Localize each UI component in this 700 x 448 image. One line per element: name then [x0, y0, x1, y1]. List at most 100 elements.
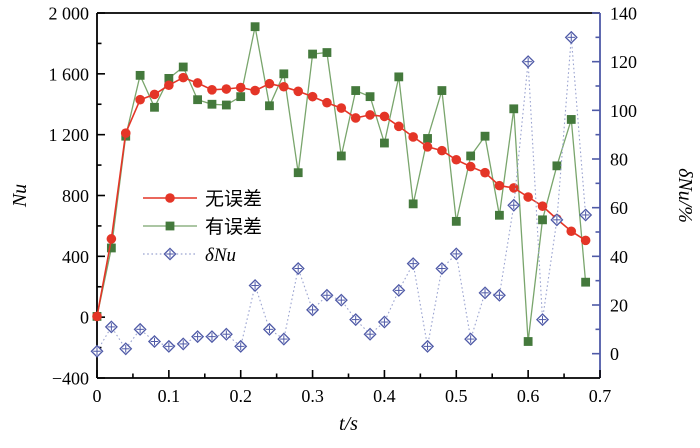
data-point-marker: [250, 22, 260, 32]
data-point-marker: [221, 100, 231, 110]
x-axis: 0 0.1 0.2 0.3 0.4 0.5 0.6 0.7 t/s: [93, 370, 611, 435]
data-point-marker: [351, 86, 361, 95]
data-point-marker: [279, 69, 289, 79]
data-point-marker: [149, 89, 160, 100]
data-point-marker: [579, 208, 593, 222]
y-right-axis: 0 20 40 60 80 100 120 140 δNu/%: [592, 4, 696, 364]
y-left-tick-label: 1 600: [49, 64, 90, 84]
data-point-marker: [566, 226, 577, 237]
data-point-marker: [480, 131, 490, 141]
data-point-marker: [291, 261, 305, 276]
data-point-marker: [478, 286, 492, 300]
data-point-marker: [552, 161, 562, 171]
data-point-marker: [394, 72, 404, 82]
data-point-marker: [320, 288, 334, 302]
data-point-marker: [150, 102, 159, 112]
data-point-marker: [464, 332, 478, 346]
data-point-marker: [192, 78, 203, 88]
data-point-marker: [508, 183, 519, 193]
data-point-marker: [521, 55, 535, 69]
data-point-marker: [334, 293, 348, 307]
y-right-tick-label: 60: [610, 198, 628, 218]
data-point-marker: [421, 339, 435, 353]
y-left-tick-label: 1 200: [49, 125, 90, 145]
data-point-marker: [537, 201, 548, 211]
data-point-marker: [293, 168, 303, 178]
y-left-tick-label: 0: [80, 308, 89, 328]
y-right-tick-label: 140: [610, 4, 637, 24]
series-delta-nu: [90, 30, 593, 358]
data-point-marker: [207, 99, 217, 109]
x-tick-label: 0.4: [373, 386, 396, 406]
legend-item-no-error: 无误差: [143, 188, 262, 210]
data-point-marker: [422, 142, 433, 152]
data-point-marker: [178, 72, 189, 83]
data-point-marker: [365, 110, 375, 120]
data-point-marker: [176, 337, 190, 351]
data-point-marker: [564, 30, 578, 44]
data-point-marker: [492, 288, 506, 302]
data-point-marker: [120, 128, 131, 138]
x-tick-label: 0.5: [445, 386, 468, 406]
x-tick-label: 0.6: [517, 386, 540, 406]
data-point-marker: [349, 313, 363, 327]
y-right-tick-label: 80: [610, 150, 628, 170]
series-with-error: [92, 22, 591, 346]
data-point-marker: [379, 111, 390, 122]
data-point-marker: [307, 91, 318, 102]
data-point-marker: [106, 234, 117, 244]
data-point-marker: [164, 80, 174, 91]
data-point-marker: [408, 132, 418, 142]
data-point-marker: [191, 330, 205, 344]
legend-label: δNu: [205, 245, 236, 266]
data-point-marker: [277, 332, 291, 346]
data-point-marker: [538, 215, 547, 225]
data-point-marker: [133, 322, 147, 336]
data-point-marker: [265, 101, 274, 111]
data-point-marker: [523, 337, 533, 346]
data-point-marker: [235, 82, 246, 93]
data-point-marker: [248, 279, 262, 293]
data-point-marker: [350, 113, 361, 123]
data-point-marker: [507, 198, 521, 212]
y-left-tick-label: −400: [52, 369, 89, 389]
data-point-marker: [279, 81, 289, 92]
y-right-tick-label: 0: [610, 344, 619, 364]
data-point-marker: [236, 92, 246, 102]
data-point-marker: [451, 154, 462, 165]
legend-label: 有误差: [205, 216, 262, 238]
data-point-marker: [250, 85, 260, 96]
data-point-marker: [581, 277, 591, 287]
x-tick-label: 0: [93, 386, 102, 406]
data-point-marker: [207, 85, 217, 95]
data-point-marker: [495, 210, 504, 220]
data-point-marker: [106, 243, 116, 253]
data-point-marker: [480, 167, 490, 178]
data-point-marker: [178, 62, 188, 72]
legend-item-with-error: 有误差: [143, 216, 262, 238]
data-point-marker: [465, 161, 476, 172]
data-point-marker: [466, 151, 476, 161]
data-point-marker: [535, 313, 550, 327]
x-tick-label: 0.2: [229, 386, 252, 406]
data-point-marker: [293, 86, 304, 97]
y-left-axis-title: Nu: [9, 184, 31, 208]
y-left-tick-label: 800: [62, 186, 89, 206]
data-point-marker: [437, 86, 447, 95]
data-point-marker: [162, 339, 176, 353]
data-point-marker: [205, 330, 219, 344]
x-tick-label: 0.1: [158, 386, 181, 406]
series-no-error: [92, 72, 591, 322]
data-point-marker: [392, 283, 406, 297]
data-point-marker: [135, 94, 145, 105]
data-point-marker: [435, 261, 449, 276]
data-point-marker: [363, 327, 377, 341]
data-point-marker: [509, 104, 519, 114]
data-point-marker: [523, 192, 533, 202]
data-point-marker: [322, 48, 332, 57]
data-point-marker: [437, 145, 447, 156]
data-point-marker: [234, 339, 248, 353]
data-point-marker: [566, 115, 576, 124]
